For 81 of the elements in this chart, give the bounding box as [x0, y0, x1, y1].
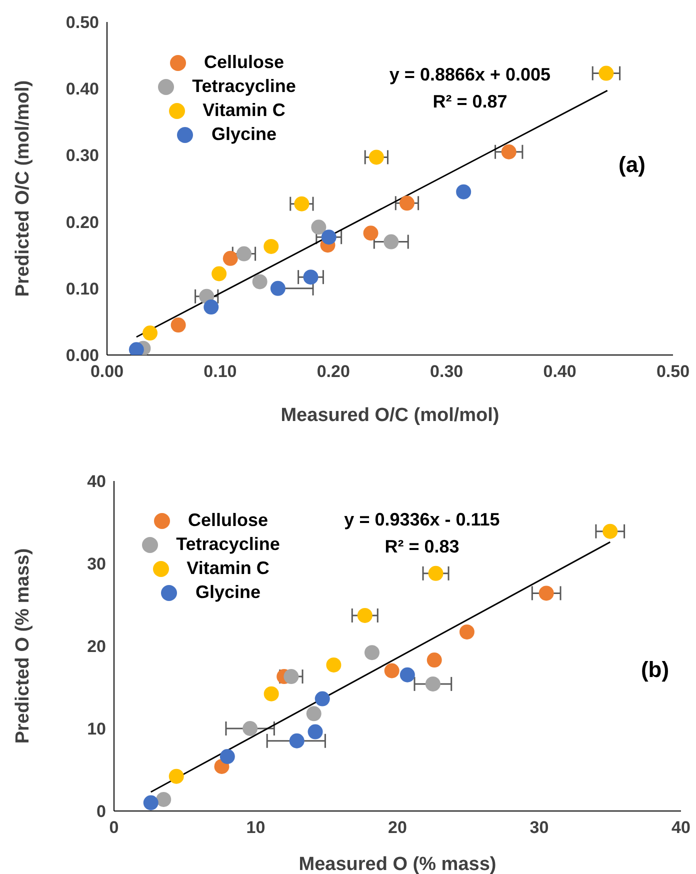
x-tick-label: 0.30 — [430, 362, 464, 382]
point — [168, 768, 184, 784]
point — [501, 144, 516, 160]
annotation: y = 0.9336x - 0.115 — [344, 510, 500, 530]
point — [598, 66, 614, 81]
point — [400, 667, 415, 682]
x-tick-label: 20 — [388, 818, 407, 838]
point — [220, 749, 235, 764]
y-tick-label: 20 — [87, 637, 106, 656]
x-tick-label: 0 — [109, 818, 119, 838]
point — [311, 220, 326, 235]
point — [142, 326, 158, 341]
y-tick-label: 40 — [87, 472, 106, 492]
y-tick-label: 0.10 — [66, 279, 99, 298]
x-tick-label: 30 — [530, 818, 549, 838]
point — [363, 226, 378, 241]
annotation: (b) — [640, 657, 670, 683]
y-tick-label: 0.40 — [66, 80, 99, 99]
point — [242, 721, 258, 736]
y-tick-label: 0.00 — [66, 346, 99, 366]
y-tick-label: 0.20 — [66, 212, 99, 232]
point — [264, 238, 279, 254]
point — [204, 300, 219, 315]
point — [308, 724, 323, 740]
point — [294, 196, 310, 212]
x-tick-label: 0.10 — [204, 362, 237, 382]
x-axis-title: Measured O (% mass) — [298, 854, 496, 874]
point — [326, 657, 342, 672]
y-tick-label: 10 — [87, 720, 106, 739]
legend-label: Vitamin C — [202, 100, 286, 120]
legend-label: Glycine — [211, 124, 277, 144]
point — [143, 795, 158, 810]
point — [426, 652, 442, 668]
point — [303, 270, 318, 285]
y-tick-label: 30 — [87, 554, 106, 574]
point — [459, 624, 474, 640]
point — [357, 608, 372, 623]
annotation: (a) — [618, 152, 646, 178]
annotation: y = 0.8866x + 0.005 — [389, 64, 551, 86]
y-tick-label: 0.30 — [66, 146, 99, 166]
point — [156, 792, 172, 807]
legend-label: Glycine — [195, 582, 261, 602]
point — [456, 184, 472, 200]
x-tick-label: 40 — [672, 818, 690, 838]
y-tick-label: 0 — [96, 802, 106, 822]
legend-label: Cellulose — [204, 52, 284, 72]
legend-label: Cellulose — [188, 510, 268, 530]
point — [538, 586, 554, 601]
point — [384, 234, 399, 250]
x-tick-label: 10 — [246, 818, 266, 838]
y-axis-title: Predicted O/C (mol/mol) — [12, 80, 34, 297]
legend-label: Tetracycline — [192, 76, 296, 96]
legend-label: Tetracycline — [176, 534, 280, 554]
point — [364, 645, 380, 660]
point — [289, 733, 304, 748]
point — [368, 150, 384, 165]
point — [306, 706, 322, 722]
x-tick-label: 0.20 — [316, 362, 350, 382]
x-tick-label: 0.40 — [543, 362, 576, 382]
point — [384, 663, 400, 678]
point — [222, 250, 238, 266]
point — [284, 669, 299, 684]
point — [602, 524, 618, 539]
x-tick-label: 0.50 — [656, 362, 690, 382]
point — [236, 246, 252, 262]
legend-label: Vitamin C — [186, 558, 270, 578]
annotation: R² = 0.87 — [432, 92, 508, 112]
point — [252, 274, 268, 290]
point — [170, 318, 186, 333]
point — [425, 676, 440, 692]
y-tick-label: 0.50 — [66, 13, 99, 32]
point — [321, 230, 336, 245]
x-axis-title: Measured O/C (mol/mol) — [280, 405, 500, 426]
point — [270, 280, 286, 296]
point — [314, 691, 330, 706]
y-axis-title: Predicted O (% mass) — [12, 548, 34, 744]
point — [212, 266, 227, 282]
point — [264, 686, 279, 702]
annotation: R² = 0.83 — [384, 536, 460, 558]
point — [428, 566, 444, 581]
point — [399, 196, 414, 211]
